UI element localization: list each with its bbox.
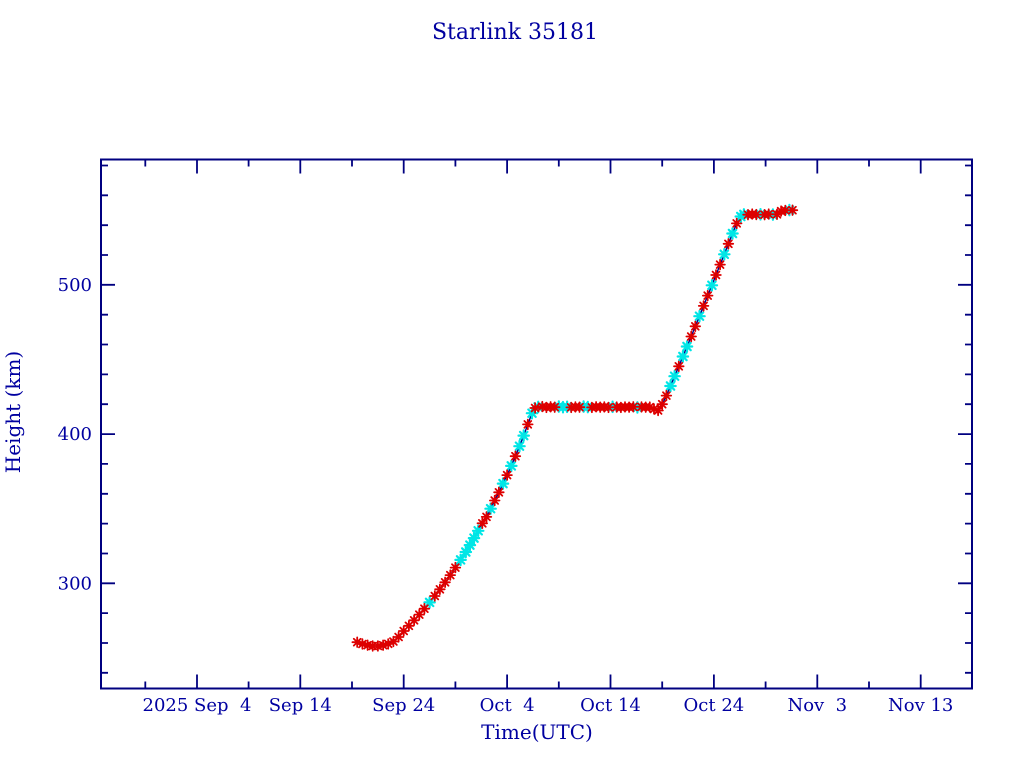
axis-ticks bbox=[101, 159, 972, 689]
plot-border bbox=[100, 158, 973, 690]
x-tick-label: 2025 Sep 4 bbox=[143, 695, 252, 716]
x-tick-label: Sep 24 bbox=[372, 695, 435, 716]
y-tick-label: 500 bbox=[58, 275, 92, 296]
y-tick-labels: 300 400 500 bbox=[58, 275, 92, 595]
y-tick-label: 400 bbox=[58, 424, 92, 445]
x-tick-label: Oct 24 bbox=[684, 695, 745, 716]
data-line bbox=[356, 209, 793, 647]
plot-frame bbox=[100, 158, 973, 690]
x-tick-label: Oct 14 bbox=[580, 695, 641, 716]
x-axis-title: Time(UTC) bbox=[481, 720, 593, 744]
tick-marks bbox=[101, 159, 972, 689]
x-tick-label: Nov 13 bbox=[888, 695, 953, 716]
y-axis-title: Height (km) bbox=[1, 351, 25, 473]
x-tick-label: Sep 14 bbox=[269, 695, 332, 716]
red-asterisk-markers bbox=[351, 204, 799, 652]
x-tick-label: Nov 3 bbox=[787, 695, 847, 716]
x-tick-label: Oct 4 bbox=[480, 695, 535, 716]
data-series bbox=[351, 203, 799, 652]
y-tick-label: 300 bbox=[58, 573, 92, 594]
x-tick-labels: 2025 Sep 4 Sep 14 Sep 24 Oct 4 Oct 14 Oct 24 N… bbox=[143, 695, 954, 716]
chart-title: Starlink 35181 bbox=[432, 20, 598, 45]
